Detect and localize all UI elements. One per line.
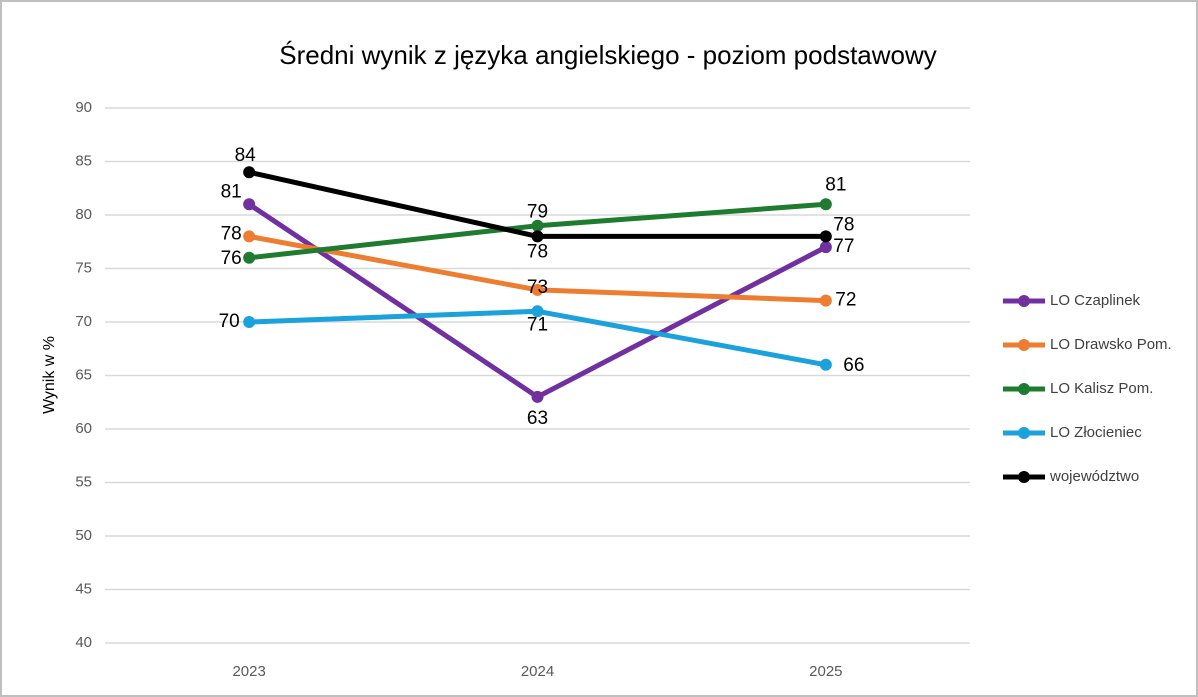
- data-point: [819, 358, 832, 371]
- data-point: [819, 241, 832, 254]
- data-label: 70: [219, 311, 240, 332]
- data-point: [243, 230, 256, 243]
- legend-marker: [1018, 339, 1030, 351]
- data-label: 66: [843, 355, 864, 376]
- x-tick-label: 2024: [521, 663, 554, 680]
- data-label: 77: [833, 236, 854, 257]
- legend-marker: [1018, 471, 1030, 483]
- y-tick-label: 45: [75, 580, 92, 597]
- data-label: 78: [527, 241, 548, 262]
- y-axis-label: Wynik w %: [41, 336, 58, 414]
- y-tick-label: 65: [75, 366, 92, 383]
- data-point: [243, 198, 256, 211]
- legend-label: LO Złocieniec: [1050, 424, 1142, 441]
- chart-title: Średni wynik z języka angielskiego - poz…: [279, 40, 937, 70]
- legend-label: województwo: [1049, 468, 1139, 485]
- data-label: 79: [527, 202, 548, 223]
- data-point: [819, 198, 832, 211]
- data-label: 63: [527, 408, 548, 429]
- data-label: 73: [527, 277, 548, 298]
- legend-marker: [1018, 295, 1030, 307]
- y-tick-label: 50: [75, 527, 92, 544]
- data-label: 76: [221, 248, 242, 269]
- data-point: [531, 305, 544, 318]
- data-point: [819, 230, 832, 243]
- y-tick-label: 80: [75, 206, 92, 223]
- y-tick-label: 85: [75, 152, 92, 169]
- y-tick-label: 75: [75, 259, 92, 276]
- legend-label: LO Drawsko Pom.: [1050, 336, 1172, 353]
- legend-marker: [1018, 427, 1030, 439]
- x-tick-label: 2023: [232, 663, 265, 680]
- data-label: 71: [527, 314, 548, 335]
- data-point: [531, 390, 544, 403]
- y-tick-label: 60: [75, 420, 92, 437]
- y-tick-label: 40: [75, 634, 92, 651]
- x-tick-label: 2025: [809, 663, 842, 680]
- data-label: 72: [835, 290, 856, 311]
- data-label: 78: [221, 223, 242, 244]
- data-point: [531, 230, 544, 243]
- data-label: 81: [221, 181, 242, 202]
- data-point: [243, 316, 256, 328]
- data-point: [531, 283, 544, 296]
- data-point: [243, 251, 256, 264]
- data-label: 81: [825, 174, 846, 195]
- data-point: [819, 294, 832, 307]
- y-tick-label: 70: [75, 313, 92, 330]
- data-point: [243, 166, 256, 179]
- data-label: 78: [833, 214, 854, 235]
- legend-marker: [1018, 383, 1030, 395]
- y-tick-label: 55: [75, 473, 92, 490]
- data-label: 84: [235, 145, 257, 166]
- legend-label: LO Kalisz Pom.: [1050, 380, 1153, 397]
- y-tick-label: 90: [75, 99, 92, 116]
- data-point: [531, 219, 544, 232]
- legend-label: LO Czaplinek: [1050, 292, 1141, 309]
